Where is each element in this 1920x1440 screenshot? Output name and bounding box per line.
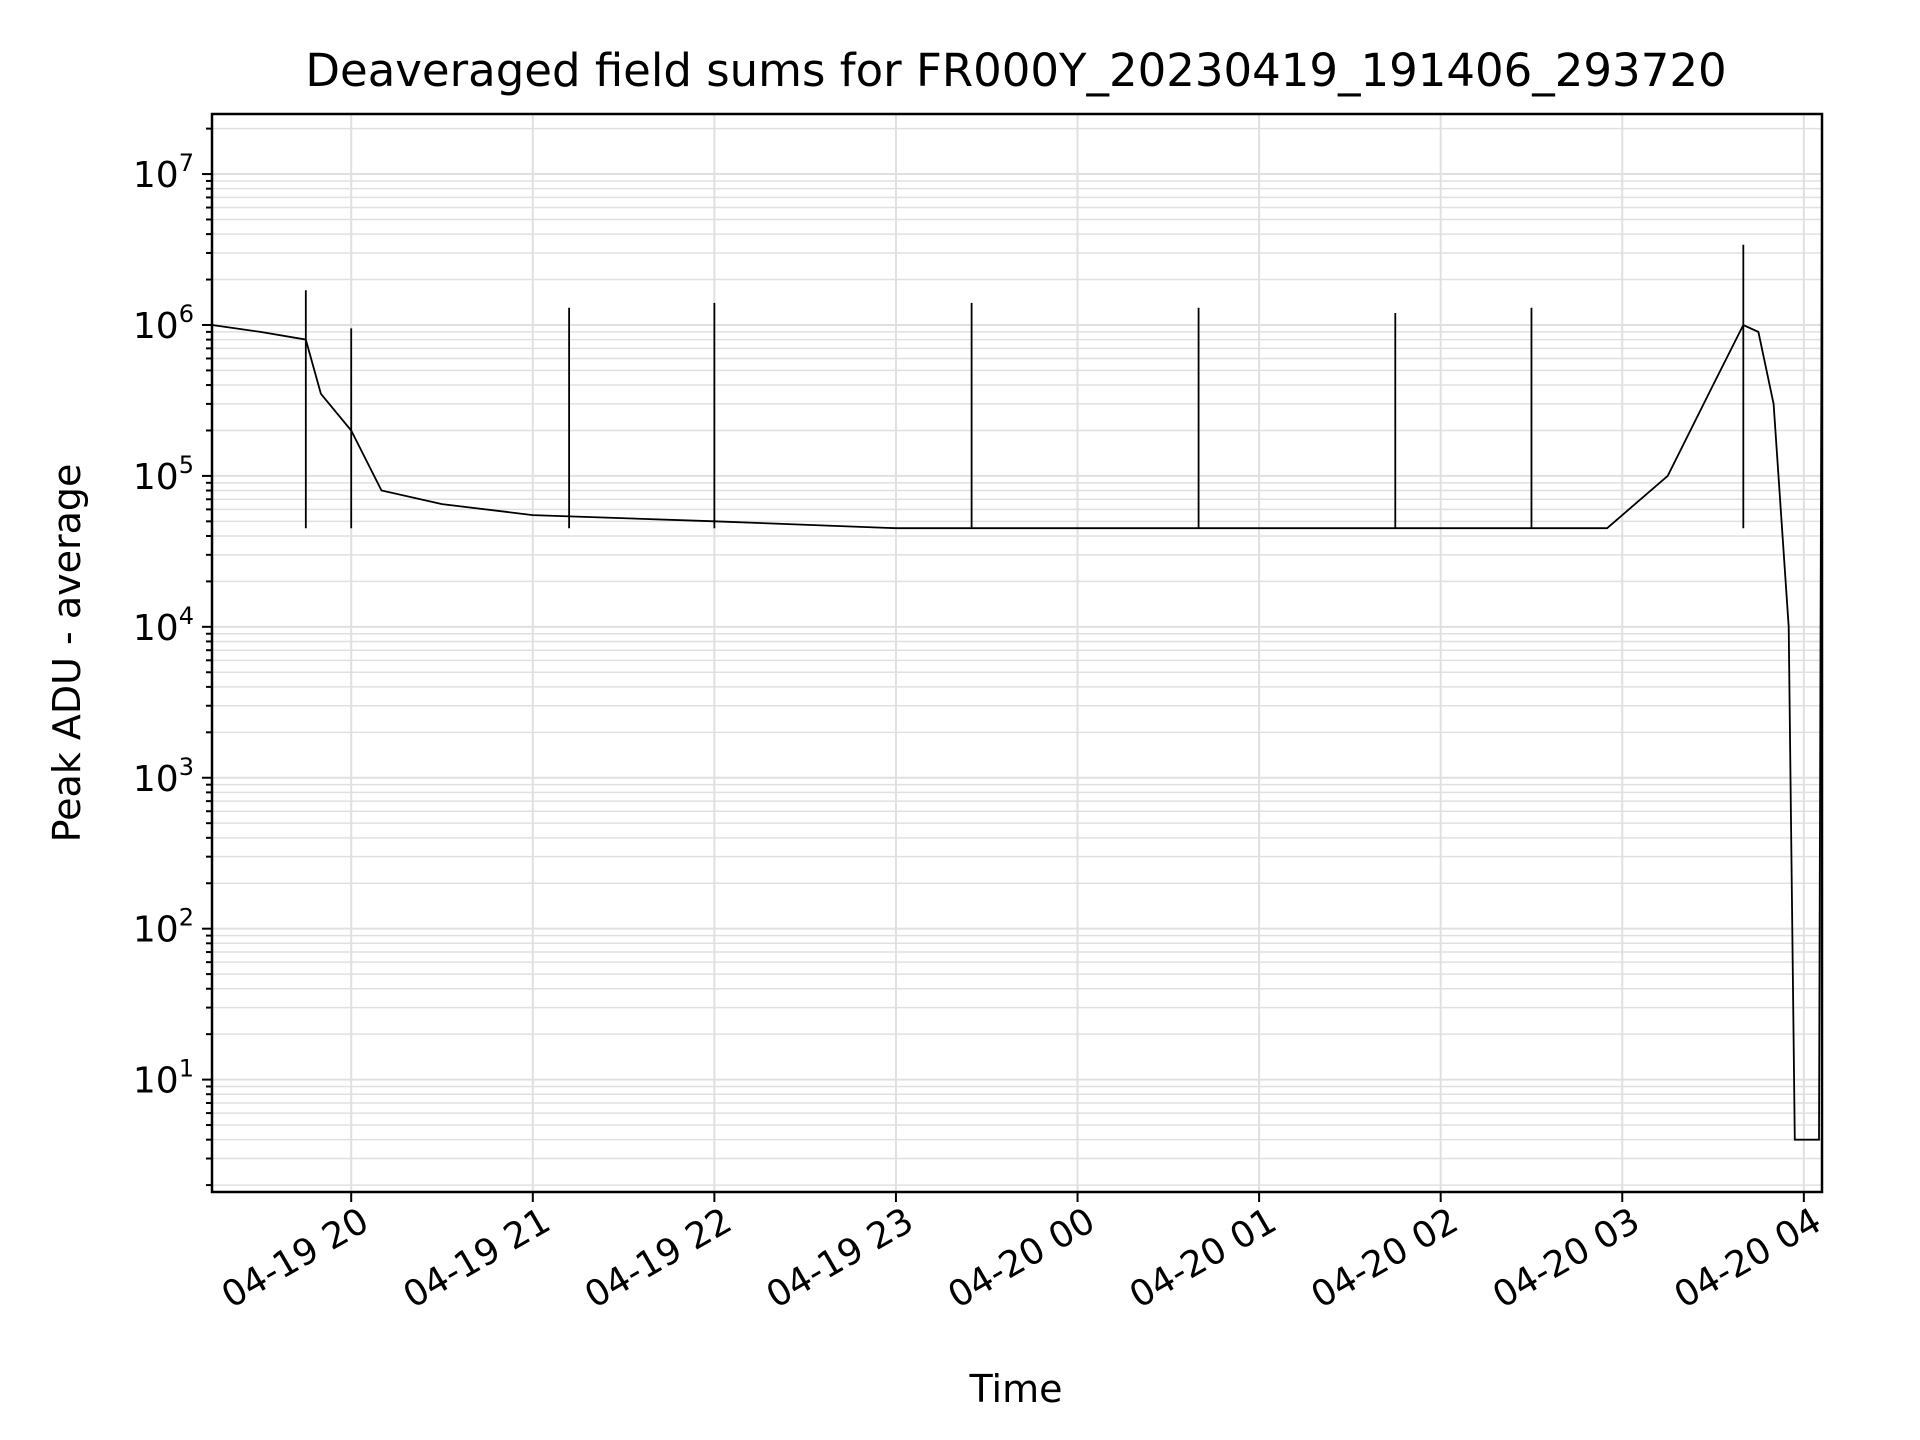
y-tick-label-exponent: 4	[179, 602, 194, 630]
y-tick-label-exponent: 3	[179, 753, 194, 781]
y-tick-label: 101	[133, 1055, 194, 1102]
y-tick-label-exponent: 5	[179, 451, 194, 479]
y-tick-label-exponent: 6	[179, 300, 194, 328]
series-line	[211, 167, 1823, 1141]
grid	[212, 114, 1822, 1192]
y-tick-label-base: 10	[133, 759, 179, 800]
y-tick-label: 106	[133, 300, 194, 347]
y-tick-label: 105	[133, 451, 194, 498]
y-tick-label-base: 10	[133, 457, 179, 498]
y-tick-label-base: 10	[133, 608, 179, 649]
plot-area	[211, 167, 1823, 1141]
y-tick-label: 102	[133, 904, 194, 951]
y-tick-label: 103	[133, 753, 194, 800]
y-tick-label-base: 10	[133, 910, 179, 951]
plot-frame	[210, 112, 1824, 1194]
y-axis-label: Peak ADU - average	[45, 464, 89, 843]
y-tick-label-base: 10	[133, 1061, 179, 1102]
y-tick-label-exponent: 1	[179, 1055, 194, 1083]
y-tick-label-exponent: 2	[179, 904, 194, 932]
y-tick-label: 107	[133, 149, 194, 196]
chart-title: Deaveraged field sums for FR000Y_2023041…	[305, 44, 1726, 97]
y-tick-label-base: 10	[133, 155, 179, 196]
x-axis-label: Time	[969, 1367, 1063, 1411]
y-tick-label-base: 10	[133, 306, 179, 347]
y-tick-label: 104	[133, 602, 194, 649]
y-tick-label-exponent: 7	[179, 149, 194, 177]
